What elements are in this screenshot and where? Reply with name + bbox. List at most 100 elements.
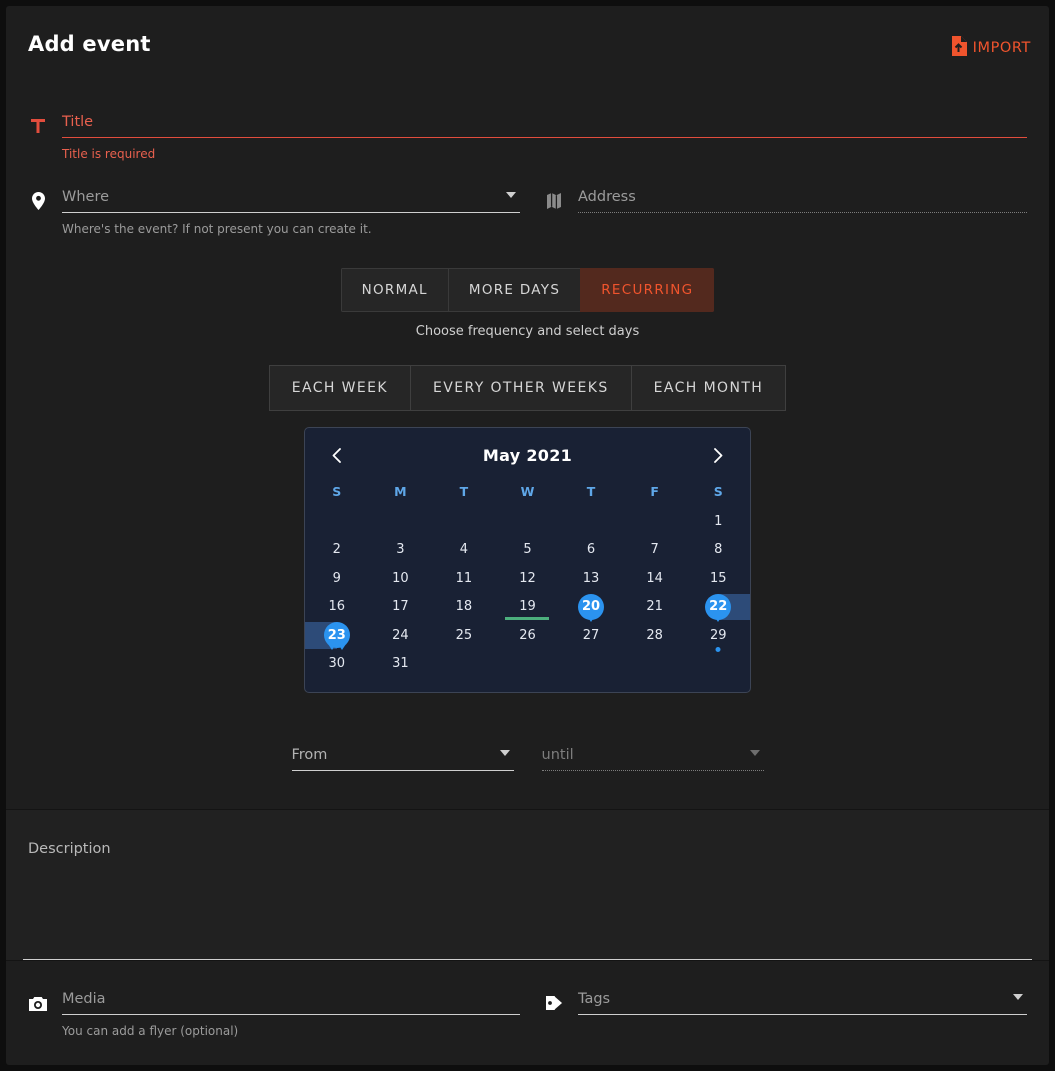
calendar-weekday-4: T: [586, 484, 596, 499]
tags-underline: [578, 1014, 1027, 1015]
media-field[interactable]: Media: [28, 991, 520, 1015]
event-type-recurring[interactable]: RECURRING: [580, 268, 715, 312]
calendar-day-5[interactable]: 5: [496, 536, 560, 565]
description-section[interactable]: Description: [6, 810, 1049, 960]
add-event-window: Add event IMPORT Title: [6, 6, 1049, 1065]
chevron-right-icon[interactable]: [706, 442, 732, 468]
calendar-weekday-2: T: [459, 484, 469, 499]
calendar-day-number: 3: [396, 542, 405, 558]
calendar-day-1[interactable]: 1: [686, 507, 750, 536]
calendar-pin-icon: [578, 593, 605, 620]
page-title: Add event: [28, 32, 151, 56]
calendar-day-19[interactable]: 19: [496, 593, 560, 622]
calendar-day-27[interactable]: 27: [559, 621, 623, 650]
chevron-down-icon[interactable]: [499, 750, 510, 756]
title-section: Title Title is required: [6, 114, 1049, 161]
calendar-day-number: 7: [650, 542, 659, 558]
calendar-day-31[interactable]: 31: [369, 650, 433, 679]
title-underline: [62, 137, 1027, 138]
location-section: Where Where's the event? If not present …: [6, 189, 1049, 236]
chevron-down-icon[interactable]: [506, 192, 516, 198]
from-time-underline: [291, 770, 514, 771]
chevron-down-icon[interactable]: [1013, 994, 1023, 1000]
calendar-day-blank: [623, 507, 687, 536]
calendar-day-number: 23: [327, 627, 346, 643]
calendar-day-25[interactable]: 25: [432, 621, 496, 650]
title-field[interactable]: Title: [28, 114, 1027, 138]
calendar-header: May 2021: [305, 438, 750, 468]
calendar-day-29[interactable]: 29: [686, 621, 750, 652]
until-time-field[interactable]: until: [541, 747, 764, 771]
text-format-icon: [28, 118, 48, 134]
frequency-every-other-weeks[interactable]: EVERY OTHER WEEKS: [410, 365, 631, 411]
import-button[interactable]: IMPORT: [950, 36, 1031, 60]
calendar-day-number: 18: [455, 599, 473, 615]
calendar-day-2[interactable]: 2: [305, 536, 369, 565]
calendar-day-26[interactable]: 26: [496, 621, 560, 650]
calendar-weekday-3: W: [520, 484, 535, 499]
calendar-day-17[interactable]: 17: [369, 593, 433, 622]
frequency-each-month[interactable]: EACH MONTH: [630, 365, 787, 411]
calendar-day-3[interactable]: 3: [369, 536, 433, 565]
calendar-day-15[interactable]: 15: [686, 564, 750, 593]
calendar-day-18[interactable]: 18: [432, 593, 496, 622]
section-divider-2: [6, 960, 1049, 961]
title-input-label: Title: [62, 114, 94, 130]
calendar-day-7[interactable]: 7: [623, 536, 687, 565]
import-label: IMPORT: [972, 40, 1031, 56]
calendar-day-9[interactable]: 9: [305, 564, 369, 593]
calendar-dot-marker: [715, 646, 721, 652]
calendar-day-10[interactable]: 10: [369, 564, 433, 593]
calendar-day-20[interactable]: 20: [559, 593, 623, 622]
calendar-day-22[interactable]: 22: [686, 593, 750, 622]
calendar-day-number: 22: [709, 599, 728, 615]
calendar-day-16[interactable]: 16: [305, 593, 369, 622]
calendar-day-number: 20: [582, 599, 601, 615]
tags-field[interactable]: Tags: [544, 991, 1027, 1015]
chevron-left-icon[interactable]: [323, 442, 349, 468]
calendar-day-12[interactable]: 12: [496, 564, 560, 593]
calendar-day-number: 10: [392, 570, 409, 586]
calendar-day-number: 21: [646, 599, 663, 615]
camera-icon: [28, 996, 48, 1011]
calendar-day-13[interactable]: 13: [559, 564, 623, 593]
calendar-day-8[interactable]: 8: [686, 536, 750, 565]
calendar-day-21[interactable]: 21: [623, 593, 687, 622]
calendar: May 2021 S M T W T F S 1 2 3 4 5 6 7 8 9 10 11 12 13 14 15 16 1…: [304, 427, 751, 693]
calendar-day-4[interactable]: 4: [432, 536, 496, 565]
media-helper-text: You can add a flyer (optional): [62, 1024, 239, 1038]
from-time-label: From: [291, 747, 328, 763]
calendar-day-28[interactable]: 28: [623, 621, 687, 650]
calendar-day-number: 25: [455, 627, 473, 643]
calendar-day-number: 11: [455, 570, 473, 586]
from-time-field[interactable]: From: [291, 747, 514, 771]
calendar-day-30[interactable]: 30: [305, 650, 369, 679]
calendar-day-11[interactable]: 11: [432, 564, 496, 593]
calendar-day-number: 28: [646, 627, 663, 643]
calendar-pin-icon: [323, 622, 350, 649]
calendar-day-number: 15: [709, 570, 727, 586]
address-field[interactable]: Address: [544, 189, 1027, 213]
section-divider: [6, 809, 1049, 810]
calendar-day-number: 5: [523, 542, 532, 558]
calendar-day-14[interactable]: 14: [623, 564, 687, 593]
where-field[interactable]: Where: [28, 189, 520, 213]
tag-icon: [544, 995, 564, 1011]
calendar-day-number: 6: [586, 542, 596, 558]
frequency-caption: Choose frequency and select days: [415, 324, 640, 339]
media-underline: [62, 1014, 520, 1015]
calendar-day-number: 30: [328, 656, 346, 672]
calendar-day-number: 16: [328, 599, 346, 615]
calendar-day-number: 1: [714, 513, 723, 529]
calendar-pin-icon: [705, 593, 732, 620]
event-type-normal[interactable]: NORMAL: [340, 268, 448, 312]
calendar-day-6[interactable]: 6: [559, 536, 623, 565]
calendar-day-23[interactable]: 23: [305, 621, 369, 650]
chevron-down-icon[interactable]: [749, 750, 760, 756]
frequency-each-week[interactable]: EACH WEEK: [268, 365, 410, 411]
calendar-day-24[interactable]: 24: [369, 621, 433, 650]
where-input-label: Where: [62, 189, 110, 205]
event-type-more-days[interactable]: MORE DAYS: [447, 268, 581, 312]
calendar-day-number: 14: [646, 570, 663, 586]
calendar-day-number: 2: [332, 542, 341, 558]
